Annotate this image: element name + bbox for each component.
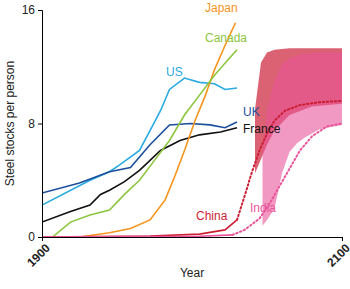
series-line bbox=[80, 23, 236, 237]
series-line bbox=[42, 128, 237, 222]
x-axis-line bbox=[43, 238, 343, 242]
series-label: India bbox=[250, 201, 276, 215]
y-tick bbox=[38, 10, 42, 11]
x-tick-label: 1900 bbox=[24, 241, 53, 270]
y-axis: 0 8 16 bbox=[22, 3, 43, 244]
series-label: China bbox=[196, 209, 228, 223]
y-axis-line bbox=[38, 11, 43, 238]
projection-range bbox=[263, 53, 343, 226]
projection-line bbox=[233, 124, 343, 235]
series-line bbox=[42, 122, 237, 193]
y-tick bbox=[38, 237, 42, 238]
y-tick-label: 16 bbox=[22, 3, 36, 17]
series-label: US bbox=[166, 65, 183, 79]
x-tick-label: 2100 bbox=[324, 241, 350, 270]
y-tick bbox=[38, 124, 42, 125]
series-label: France bbox=[243, 122, 281, 136]
y-axis-title: Steel stocks per person bbox=[3, 61, 17, 186]
series-line bbox=[42, 235, 233, 237]
series-line bbox=[53, 50, 238, 237]
series-label: Canada bbox=[205, 31, 247, 45]
x-axis-title: Year bbox=[180, 266, 204, 280]
series-label: UK bbox=[243, 105, 260, 119]
x-axis: 1900 2100 bbox=[24, 237, 350, 270]
y-tick-label: 0 bbox=[28, 230, 35, 244]
series-label: Japan bbox=[205, 1, 238, 15]
series-line bbox=[42, 78, 237, 205]
y-tick-label: 8 bbox=[28, 117, 35, 131]
chart: US UK France Japan Canada China India 0 8 16 1900 2… bbox=[0, 0, 350, 289]
projection-line bbox=[237, 101, 342, 220]
plot-area bbox=[42, 23, 342, 237]
